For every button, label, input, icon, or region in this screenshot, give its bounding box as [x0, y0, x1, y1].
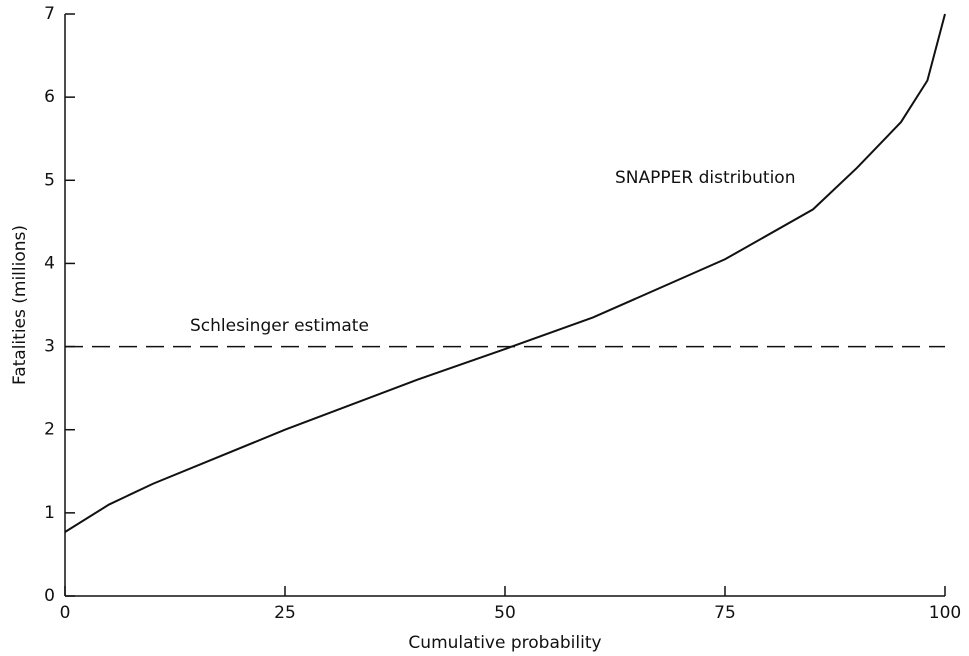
y-tick-label: 0: [44, 586, 55, 606]
series-label: Schlesinger estimate: [190, 316, 369, 336]
y-tick-label: 6: [44, 87, 55, 107]
x-tick-label: 50: [494, 603, 516, 623]
x-tick-label: 100: [929, 603, 961, 623]
y-tick-label: 1: [44, 503, 55, 523]
y-axis-label: Fatalities (millions): [10, 225, 30, 385]
y-tick-label: 5: [44, 170, 55, 190]
x-tick-label: 25: [274, 603, 296, 623]
y-tick-label: 3: [44, 337, 55, 357]
y-tick-label: 2: [44, 420, 55, 440]
x-tick-label: 0: [60, 603, 71, 623]
y-tick-label: 4: [44, 253, 55, 273]
series-label: SNAPPER distribution: [615, 168, 795, 188]
x-axis-label: Cumulative probability: [408, 633, 601, 653]
line: [64, 13, 946, 533]
x-tick-label: 75: [714, 603, 736, 623]
y-tick-label: 7: [44, 4, 55, 24]
